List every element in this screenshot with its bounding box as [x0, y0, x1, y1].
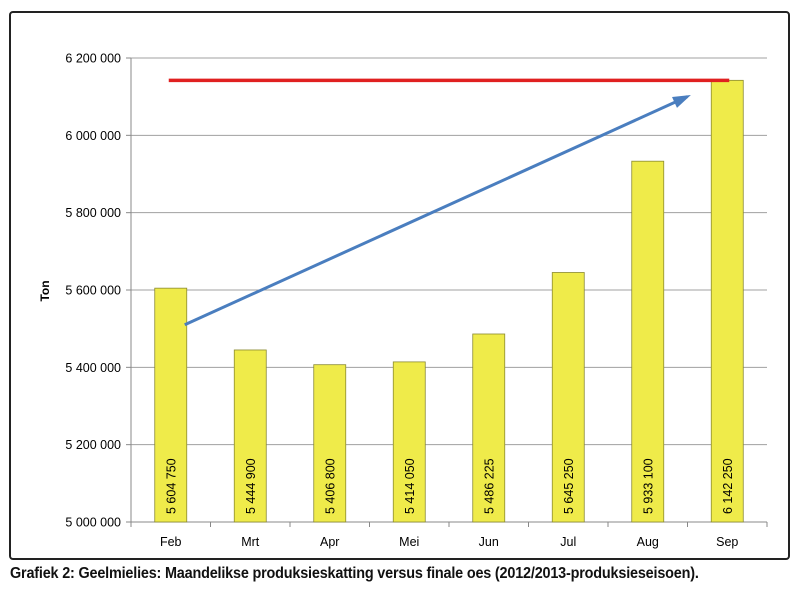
bar: [710, 79, 744, 523]
y-tick-labels: 5 000 000 5 200 000 5 400 000 5 600 000 5 80…: [65, 52, 121, 530]
x-tick-label: Jul: [560, 535, 576, 549]
figure-caption: Grafiek 2: Geelmielies: Maandelikse prod…: [10, 565, 699, 582]
y-axis-title: Ton: [38, 280, 52, 301]
bar: [392, 361, 426, 523]
x-tick-label: Jun: [479, 535, 499, 549]
y-tick-label: 5 200 000: [65, 438, 121, 452]
y-tick-label: 6 200 000: [65, 52, 121, 66]
x-tick-label: Mei: [399, 535, 419, 549]
bar-value-label: 5 486 225: [482, 458, 496, 514]
bar-value-label: 6 142 250: [721, 458, 735, 514]
x-tick-label: Mrt: [241, 535, 260, 549]
y-tick-label: 5 600 000: [65, 284, 121, 298]
x-tick-label: Apr: [320, 535, 339, 549]
x-tick-label: Sep: [716, 535, 738, 549]
bar-value-label: 5 414 050: [403, 458, 417, 514]
y-tick-label: 6 000 000: [65, 129, 121, 143]
bars: 5 604 750 5 444 900 5 406 800 5 414 050 5 48…: [154, 79, 744, 523]
bar: [233, 349, 267, 523]
bar: [631, 160, 665, 523]
y-tick-label: 5 000 000: [65, 516, 121, 530]
bar-value-label: 5 604 750: [164, 458, 178, 514]
bar-value-label: 5 645 250: [562, 458, 576, 514]
bar-value-label: 5 933 100: [641, 458, 655, 514]
bar: [313, 364, 347, 523]
bar-value-label: 5 406 800: [323, 458, 337, 514]
bar: [472, 333, 506, 523]
gridlines: [126, 57, 768, 527]
y-tick-label: 5 800 000: [65, 206, 121, 220]
trend-arrow-shaft: [184, 95, 688, 327]
bar: [551, 272, 585, 523]
annotations: [168, 78, 730, 327]
x-tick-label: Feb: [160, 535, 182, 549]
bar: [154, 287, 188, 523]
y-tick-label: 5 400 000: [65, 361, 121, 375]
x-tick-labels: Feb Mrt Apr Mei Jun Jul Aug Sep: [160, 535, 738, 549]
bar-value-label: 5 444 900: [244, 458, 258, 514]
trend-arrow-head: [672, 95, 691, 108]
x-tick-label: Aug: [637, 535, 659, 549]
